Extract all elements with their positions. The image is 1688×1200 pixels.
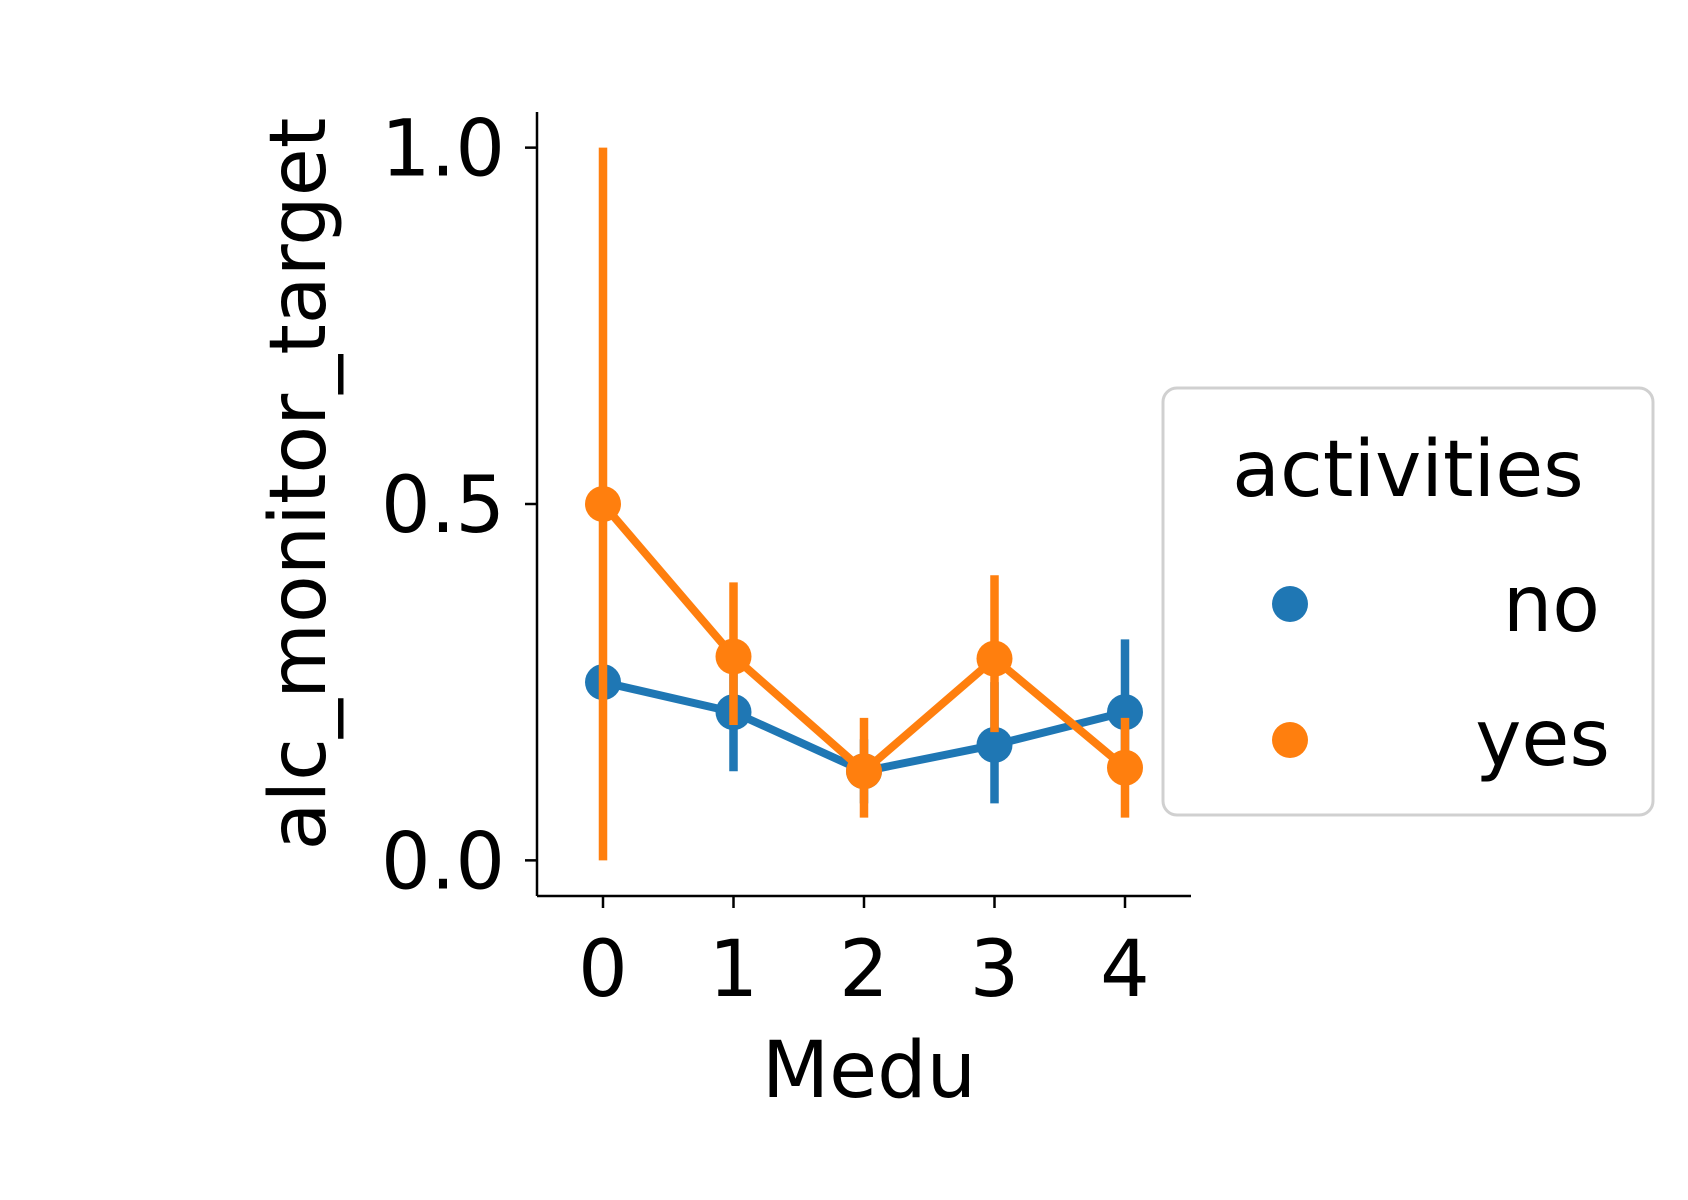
legend-label-yes: yes xyxy=(1475,694,1610,784)
x-tick-label: 2 xyxy=(839,925,889,1015)
legend: activities no yes xyxy=(1161,386,1655,817)
data-point-no xyxy=(1107,694,1143,731)
x-axis-label: Medu xyxy=(762,1026,976,1116)
x-tick-label: 1 xyxy=(709,925,759,1015)
data-point-no xyxy=(976,726,1013,763)
legend-frame xyxy=(1161,386,1655,817)
plot-area: 0.0 0.5 1.0 0 1 2 3 4 xyxy=(381,105,1191,1015)
y-tick-label: 1.0 xyxy=(381,105,505,195)
data-point-yes xyxy=(715,638,752,675)
data-point-yes xyxy=(585,486,621,522)
data-point-yes xyxy=(1107,749,1143,786)
y-tick-label: 0.5 xyxy=(381,461,505,551)
legend-label-no: no xyxy=(1503,560,1600,650)
series-yes xyxy=(585,147,1143,861)
y-axis-label: alc_monitor_target xyxy=(254,118,344,851)
x-tick-label: 0 xyxy=(578,925,628,1015)
legend-title: activities xyxy=(1232,425,1584,515)
data-point-yes xyxy=(846,753,882,790)
x-tick-label: 3 xyxy=(970,925,1020,1015)
x-tick-label: 4 xyxy=(1100,925,1150,1015)
series-layer xyxy=(585,147,1143,861)
data-point-yes xyxy=(976,640,1013,677)
legend-marker-no xyxy=(1272,586,1308,622)
legend-marker-yes xyxy=(1272,722,1308,758)
y-tick-label: 0.0 xyxy=(381,817,505,907)
